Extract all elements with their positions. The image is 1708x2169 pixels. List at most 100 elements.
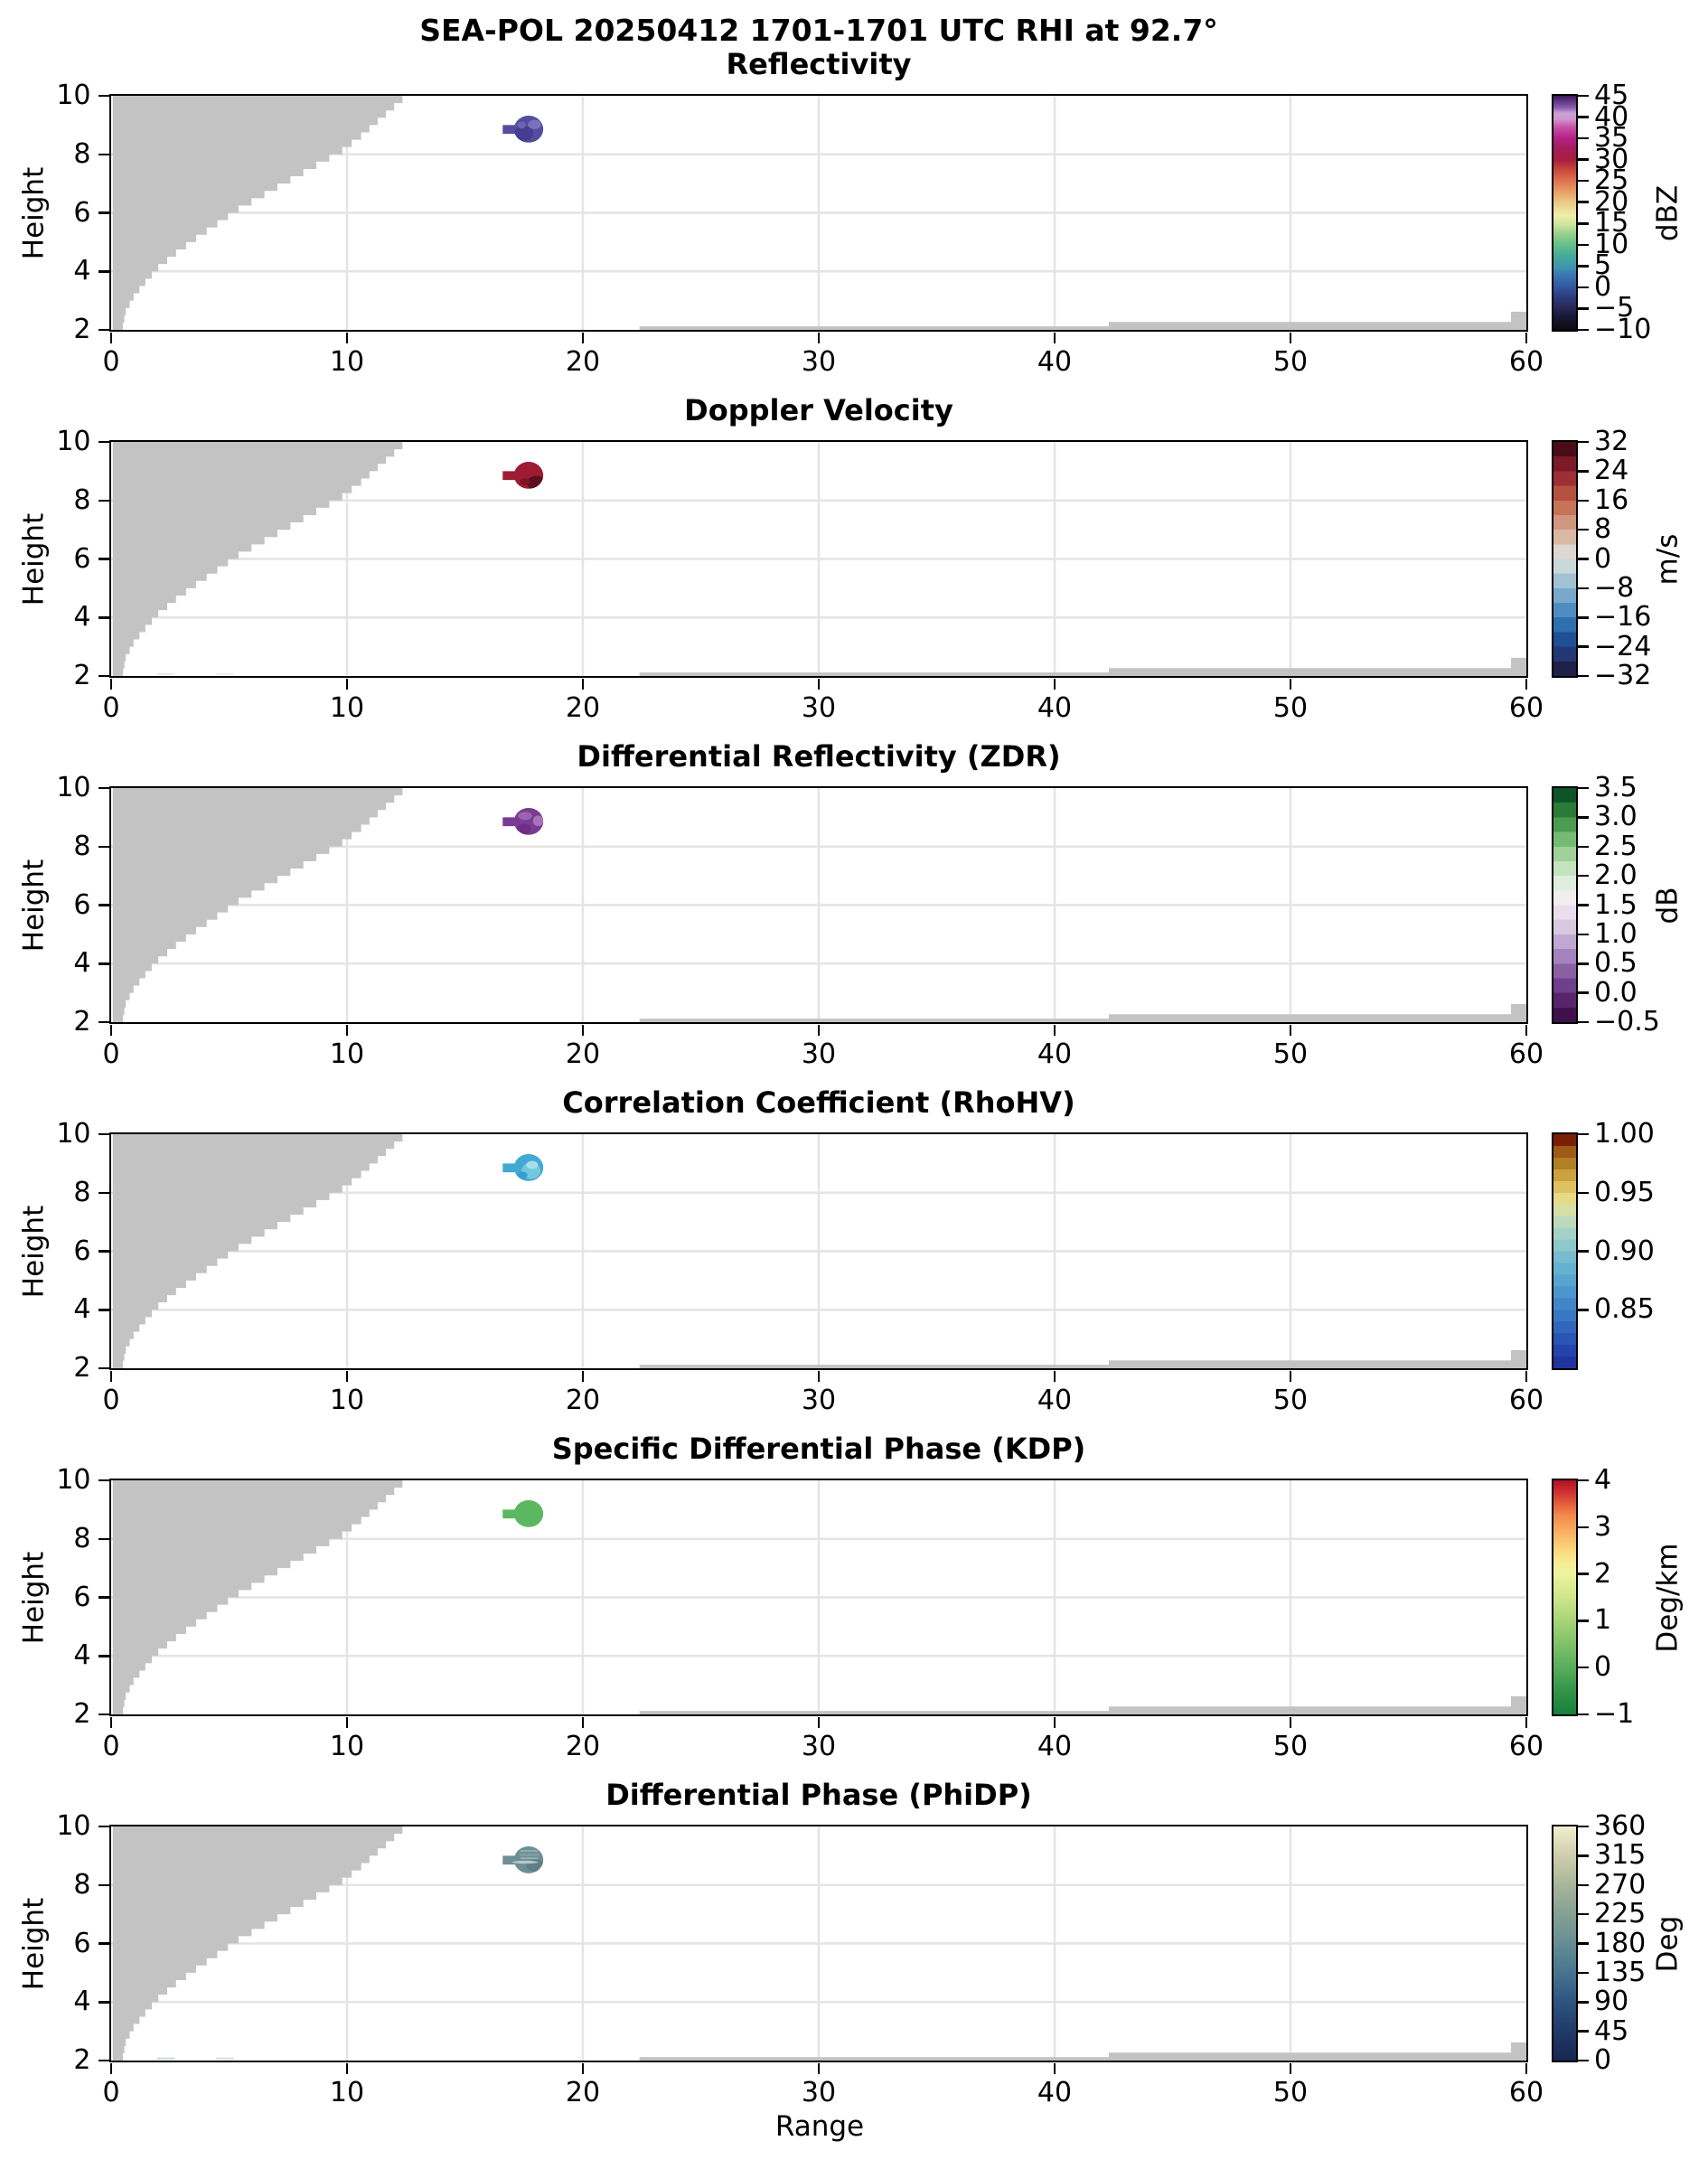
x-tick bbox=[345, 332, 349, 343]
x-tick bbox=[581, 332, 585, 343]
x-tick-label: 40 bbox=[1037, 345, 1073, 378]
colorbar-unit-label: Deg/km bbox=[1651, 1542, 1685, 1653]
colorbar-tick bbox=[1576, 558, 1589, 560]
x-tick-label: 10 bbox=[329, 691, 365, 724]
x-tick bbox=[1289, 1370, 1292, 1382]
blocked-region bbox=[112, 95, 410, 330]
y-tick bbox=[98, 2001, 109, 2004]
x-tick bbox=[581, 2062, 585, 2074]
colorbar-tick bbox=[1576, 1526, 1589, 1529]
colorbar-tick-label: 1.0 bbox=[1594, 917, 1638, 950]
x-tick-label: 40 bbox=[1037, 691, 1073, 724]
colorbar bbox=[1551, 1824, 1578, 2062]
x-tick bbox=[1053, 1716, 1056, 1728]
y-tick-label: 4 bbox=[73, 255, 91, 287]
echo-patch bbox=[516, 120, 526, 128]
colorbar-tick bbox=[1576, 179, 1589, 183]
x-tick bbox=[817, 678, 821, 690]
y-tick-label: 4 bbox=[73, 601, 91, 634]
y-tick-label: 8 bbox=[73, 1868, 91, 1901]
y-tick-label: 8 bbox=[73, 830, 91, 862]
x-tick bbox=[1525, 2062, 1528, 2074]
y-axis-label: Height bbox=[17, 859, 51, 952]
y-tick-label: 2 bbox=[73, 1352, 91, 1384]
y-tick-label: 6 bbox=[73, 542, 91, 575]
y-tick bbox=[98, 1655, 109, 1657]
y-axis-label: Height bbox=[17, 1551, 51, 1644]
colorbar-tick bbox=[1576, 2059, 1589, 2062]
colorbar-tick bbox=[1576, 1971, 1589, 1975]
echo-blob bbox=[502, 1153, 543, 1181]
colorbar-tick bbox=[1576, 1191, 1589, 1194]
colorbar bbox=[1551, 1478, 1578, 1716]
x-tick-label: 0 bbox=[102, 691, 120, 724]
x-tick bbox=[109, 2062, 113, 2074]
y-tick bbox=[98, 1713, 109, 1716]
plot-area bbox=[108, 1131, 1528, 1370]
colorbar-tick-label: 315 bbox=[1594, 1839, 1647, 1872]
colorbar-unit-label: Deg bbox=[1651, 1915, 1685, 1972]
colorbar-tick bbox=[1576, 1573, 1589, 1575]
colorbar-tick-label: 8 bbox=[1594, 513, 1612, 546]
echo-patch bbox=[527, 119, 541, 129]
x-tick-label: 50 bbox=[1272, 1730, 1309, 1762]
x-tick-label: 0 bbox=[102, 1038, 120, 1070]
y-tick bbox=[98, 94, 109, 98]
colorbar-tick-label: −32 bbox=[1594, 660, 1652, 691]
colorbar-tick bbox=[1576, 991, 1589, 994]
colorbar-tick bbox=[1576, 265, 1589, 268]
plot-canvas bbox=[111, 1826, 1526, 2061]
colorbar-tick bbox=[1576, 243, 1589, 247]
x-tick-label: 0 bbox=[102, 345, 120, 378]
plot-area bbox=[108, 1824, 1528, 2062]
colorbar-tick-label: 25 bbox=[1594, 164, 1629, 197]
panel-title: Doppler Velocity bbox=[684, 393, 953, 427]
y-tick bbox=[98, 270, 109, 273]
x-tick bbox=[109, 1024, 113, 1036]
x-tick-label: 60 bbox=[1508, 1038, 1544, 1070]
colorbar-tick-label: 24 bbox=[1594, 455, 1629, 487]
y-tick bbox=[98, 153, 109, 155]
y-tick bbox=[98, 440, 109, 444]
colorbar-tick-label: 1 bbox=[1594, 1604, 1612, 1637]
colorbar-tick bbox=[1576, 674, 1589, 678]
blocked-region bbox=[112, 1826, 410, 2061]
echo-patch bbox=[525, 1160, 538, 1169]
y-tick-label: 8 bbox=[73, 137, 91, 170]
colorbar-tick bbox=[1576, 222, 1589, 225]
plot-canvas bbox=[111, 1133, 1526, 1368]
echo-blob bbox=[502, 807, 543, 835]
y-tick bbox=[98, 616, 109, 619]
x-tick bbox=[817, 332, 821, 343]
y-tick-label: 10 bbox=[56, 1810, 91, 1842]
colorbar-tick-label: 40 bbox=[1594, 100, 1629, 133]
colorbar-tick bbox=[1576, 1942, 1589, 1945]
colorbar-tick bbox=[1576, 94, 1589, 98]
y-tick bbox=[98, 1020, 109, 1024]
colorbar-tick bbox=[1576, 307, 1589, 310]
y-tick-label: 10 bbox=[56, 80, 91, 111]
y-tick bbox=[98, 1825, 109, 1828]
y-tick-label: 4 bbox=[73, 1986, 91, 2018]
low-level-artifact bbox=[215, 672, 234, 675]
x-tick bbox=[1289, 678, 1292, 690]
colorbar-tick bbox=[1576, 116, 1589, 118]
x-tick bbox=[817, 1024, 821, 1036]
x-tick-label: 20 bbox=[565, 691, 601, 724]
colorbar-tick bbox=[1576, 1854, 1589, 1857]
y-tick bbox=[98, 904, 109, 906]
x-tick-label: 20 bbox=[565, 1730, 601, 1762]
y-tick-label: 2 bbox=[73, 1698, 91, 1730]
colorbar-tick bbox=[1576, 816, 1589, 819]
colorbar-tick-label: 180 bbox=[1594, 1927, 1647, 1959]
x-tick-label: 40 bbox=[1037, 1384, 1073, 1416]
colorbar-tick bbox=[1576, 1020, 1589, 1024]
x-tick bbox=[109, 1716, 113, 1728]
y-tick-label: 6 bbox=[73, 196, 91, 229]
ground-clutter-strip bbox=[639, 1695, 1526, 1714]
colorbar-tick-label: −24 bbox=[1594, 630, 1652, 662]
x-tick bbox=[345, 1370, 349, 1382]
x-tick bbox=[1289, 1024, 1292, 1036]
x-tick bbox=[1525, 1370, 1528, 1382]
colorbar-tick bbox=[1576, 962, 1589, 965]
